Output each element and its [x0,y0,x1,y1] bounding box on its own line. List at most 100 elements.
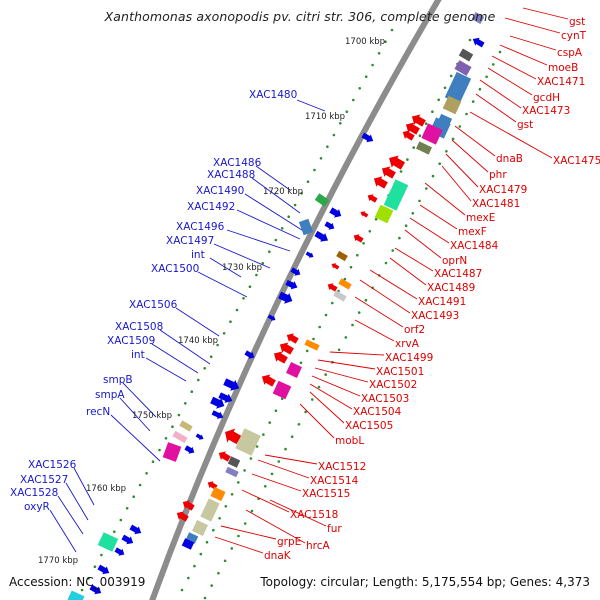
gene-arrow[interactable] [209,395,227,412]
gene-arrow[interactable] [129,523,144,537]
gene-arrow[interactable] [352,232,365,244]
gene-arrow[interactable] [290,266,303,278]
gene-arrow[interactable] [330,261,340,270]
gene-arrow[interactable] [184,444,197,456]
gene-box[interactable] [333,290,347,302]
gene-arrow[interactable] [328,206,343,221]
reverse-gene-label[interactable]: XAC1512 [318,461,366,473]
gene-box[interactable] [181,538,195,550]
reverse-gene-label[interactable]: mexE [466,212,495,224]
gene-arrow[interactable] [259,371,277,388]
gene-arrow[interactable] [361,131,376,145]
gene-box[interactable] [210,486,226,502]
forward-gene-label[interactable]: XAC1528 [10,487,58,499]
forward-gene-label[interactable]: smpA [95,389,125,401]
reverse-gene-label[interactable]: XAC1475 [553,155,600,167]
gene-box[interactable] [421,123,443,145]
forward-gene-label[interactable]: XAC1496 [176,221,225,233]
forward-gene-label[interactable]: XAC1527 [20,474,68,486]
gene-arrow[interactable] [386,152,407,172]
reverse-gene-label[interactable]: phr [489,169,507,181]
gene-arrow[interactable] [97,563,112,577]
forward-gene-label[interactable]: XAC1480 [249,89,297,101]
forward-gene-label[interactable]: XAC1509 [107,335,155,347]
forward-gene-label[interactable]: XAC1526 [28,459,77,471]
gene-box[interactable] [227,456,241,468]
gene-box[interactable] [437,113,453,127]
reverse-gene-label[interactable]: grpE [277,536,301,548]
reverse-gene-label[interactable]: XAC1491 [418,296,466,308]
gene-arrow[interactable] [218,391,235,406]
gene-box[interactable] [383,179,409,211]
gene-arrow[interactable] [174,509,189,524]
gene-box[interactable] [444,71,472,105]
forward-gene-label[interactable]: XAC1492 [187,201,235,213]
gene-box[interactable] [97,532,119,552]
gene-arrow[interactable] [89,583,104,597]
reverse-gene-label[interactable]: dnaK [264,550,292,562]
reverse-gene-label[interactable]: XAC1501 [376,366,424,378]
gene-arrow[interactable] [471,35,486,49]
gene-box[interactable] [454,60,472,76]
gene-arrow[interactable] [359,209,369,218]
reverse-gene-label[interactable]: mobL [335,435,364,447]
reverse-gene-label[interactable]: fur [327,523,342,535]
reverse-gene-label[interactable]: XAC1481 [472,198,520,210]
gene-arrow[interactable] [285,278,300,291]
gene-arrow[interactable] [371,173,389,190]
reverse-gene-label[interactable]: XAC1514 [310,475,359,487]
gene-arrow[interactable] [271,348,289,365]
reverse-gene-label[interactable]: XAC1503 [361,393,409,405]
reverse-gene-label[interactable]: xrvA [395,338,420,350]
gene-arrow[interactable] [195,432,205,441]
gene-arrow[interactable] [284,331,299,346]
reverse-gene-label[interactable]: XAC1504 [353,406,402,418]
gene-box[interactable] [298,218,314,236]
reverse-gene-label[interactable]: XAC1518 [290,509,338,521]
forward-gene-label[interactable]: XAC1497 [166,235,214,247]
gene-arrow[interactable] [114,546,127,558]
gene-box[interactable] [336,250,348,262]
forward-gene-label[interactable]: smpB [103,374,133,386]
gene-box[interactable] [179,420,193,432]
gene-box[interactable] [225,466,239,478]
forward-gene-label[interactable]: recN [86,406,110,418]
gene-box[interactable] [67,590,85,600]
forward-gene-label[interactable]: int [131,349,145,361]
gene-box[interactable] [162,442,182,462]
forward-gene-label[interactable]: XAC1508 [115,321,163,333]
gene-box[interactable] [272,380,292,400]
reverse-gene-label[interactable]: orf2 [404,324,425,336]
gene-arrow[interactable] [267,313,277,322]
gene-arrow[interactable] [211,409,225,421]
reverse-gene-label[interactable]: XAC1502 [369,379,417,391]
gene-box[interactable] [304,339,320,351]
forward-gene-label[interactable]: int [191,249,205,261]
gene-arrow[interactable] [216,449,231,464]
reverse-gene-label[interactable]: gcdH [533,92,560,104]
reverse-gene-label[interactable]: XAC1499 [385,352,433,364]
gene-box[interactable] [338,278,352,290]
forward-gene-label[interactable]: XAC1488 [207,169,255,181]
reverse-gene-label[interactable]: XAC1484 [450,240,499,252]
gene-arrow[interactable] [244,349,257,361]
reverse-gene-label[interactable]: cspA [557,47,583,59]
reverse-gene-label[interactable]: cynT [561,30,587,42]
reverse-gene-label[interactable]: mexF [458,226,487,238]
gene-arrow[interactable] [277,290,295,307]
reverse-gene-label[interactable]: dnaB [496,153,523,165]
reverse-gene-label[interactable]: gst [569,16,585,28]
reverse-gene-label[interactable]: XAC1471 [537,76,585,88]
gene-arrow[interactable] [366,192,379,204]
gene-box[interactable] [442,95,462,115]
gene-arrow[interactable] [326,281,339,293]
forward-gene-label[interactable]: XAC1506 [129,299,178,311]
gene-arrow[interactable] [403,119,421,136]
reverse-gene-label[interactable]: XAC1487 [434,268,482,280]
gene-box[interactable] [415,141,433,155]
reverse-gene-label[interactable]: XAC1473 [522,105,570,117]
gene-box[interactable] [200,498,220,522]
gene-arrow[interactable] [222,376,242,394]
gene-arrow[interactable] [180,498,195,513]
forward-gene-label[interactable]: XAC1500 [151,263,199,275]
